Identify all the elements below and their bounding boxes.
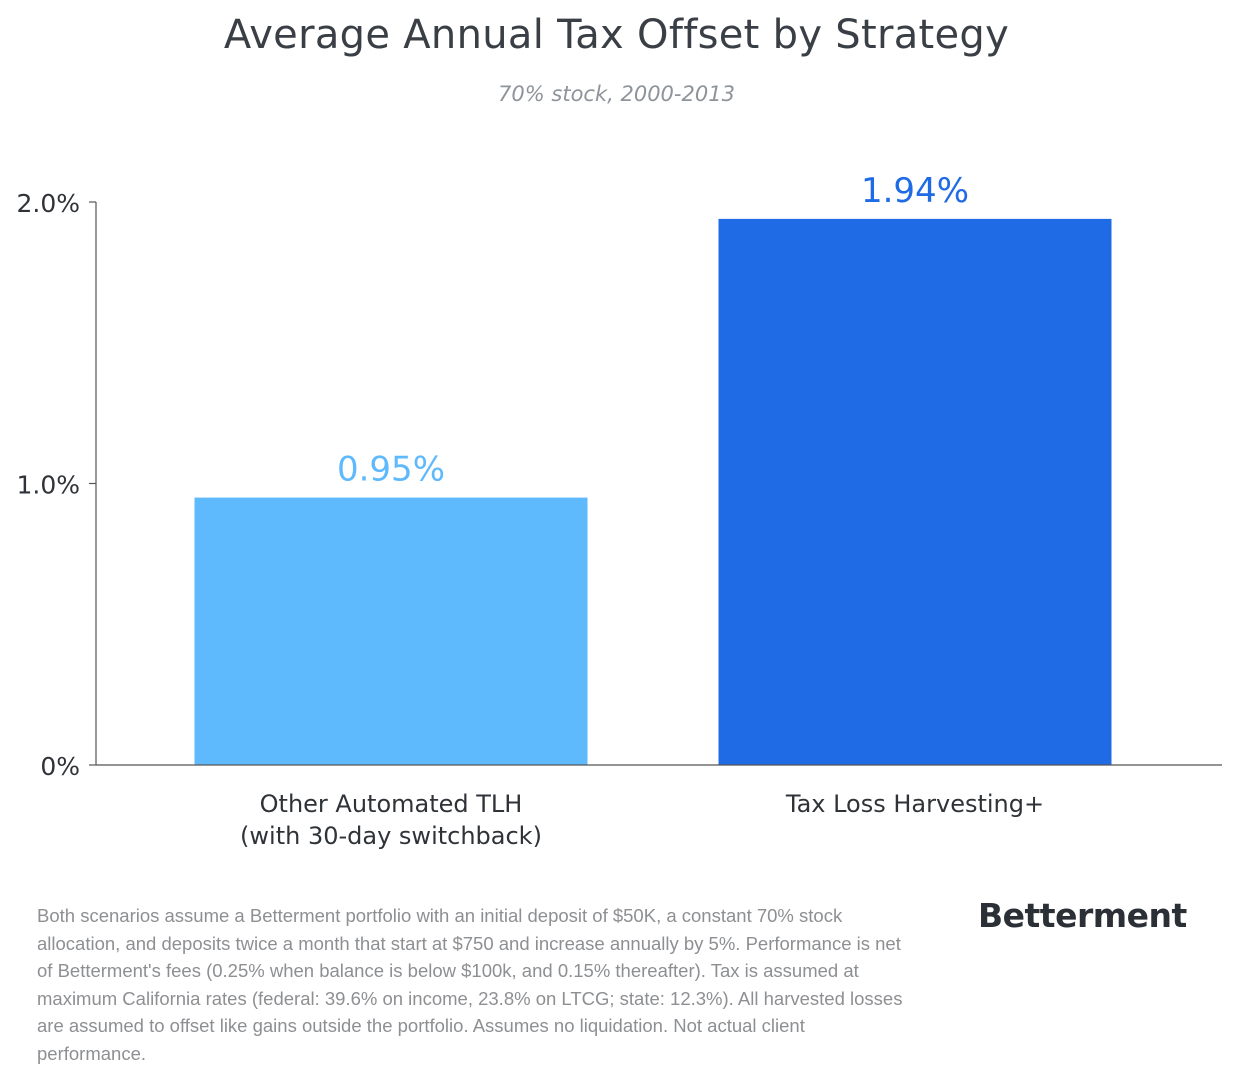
footnote: Both scenarios assume a Betterment portf… bbox=[37, 905, 903, 1064]
chart-title: Average Annual Tax Offset by Strategy bbox=[223, 12, 1010, 58]
y-tick-label-1: 1.0% bbox=[16, 471, 80, 500]
bar-1 bbox=[718, 218, 1112, 765]
betterment-logo: Betterment bbox=[978, 896, 1187, 935]
y-tick-label-0: 0% bbox=[40, 752, 80, 781]
x-tick-label-1-0: Tax Loss Harvesting+ bbox=[785, 790, 1044, 818]
bar-0 bbox=[194, 497, 588, 765]
y-tick-label-2: 2.0% bbox=[16, 189, 80, 218]
bar-chart: 0.95% Other Automated TLH (with 30-day swi… bbox=[16, 171, 1222, 850]
bar-value-label-0: 0.95% bbox=[337, 450, 445, 490]
bar-value-label-1: 1.94% bbox=[861, 171, 969, 211]
x-tick-label-0-1: (with 30-day switchback) bbox=[240, 822, 542, 850]
x-tick-label-0-0: Other Automated TLH bbox=[260, 790, 523, 818]
chart-subtitle: 70% stock, 2000-2013 bbox=[498, 82, 735, 106]
